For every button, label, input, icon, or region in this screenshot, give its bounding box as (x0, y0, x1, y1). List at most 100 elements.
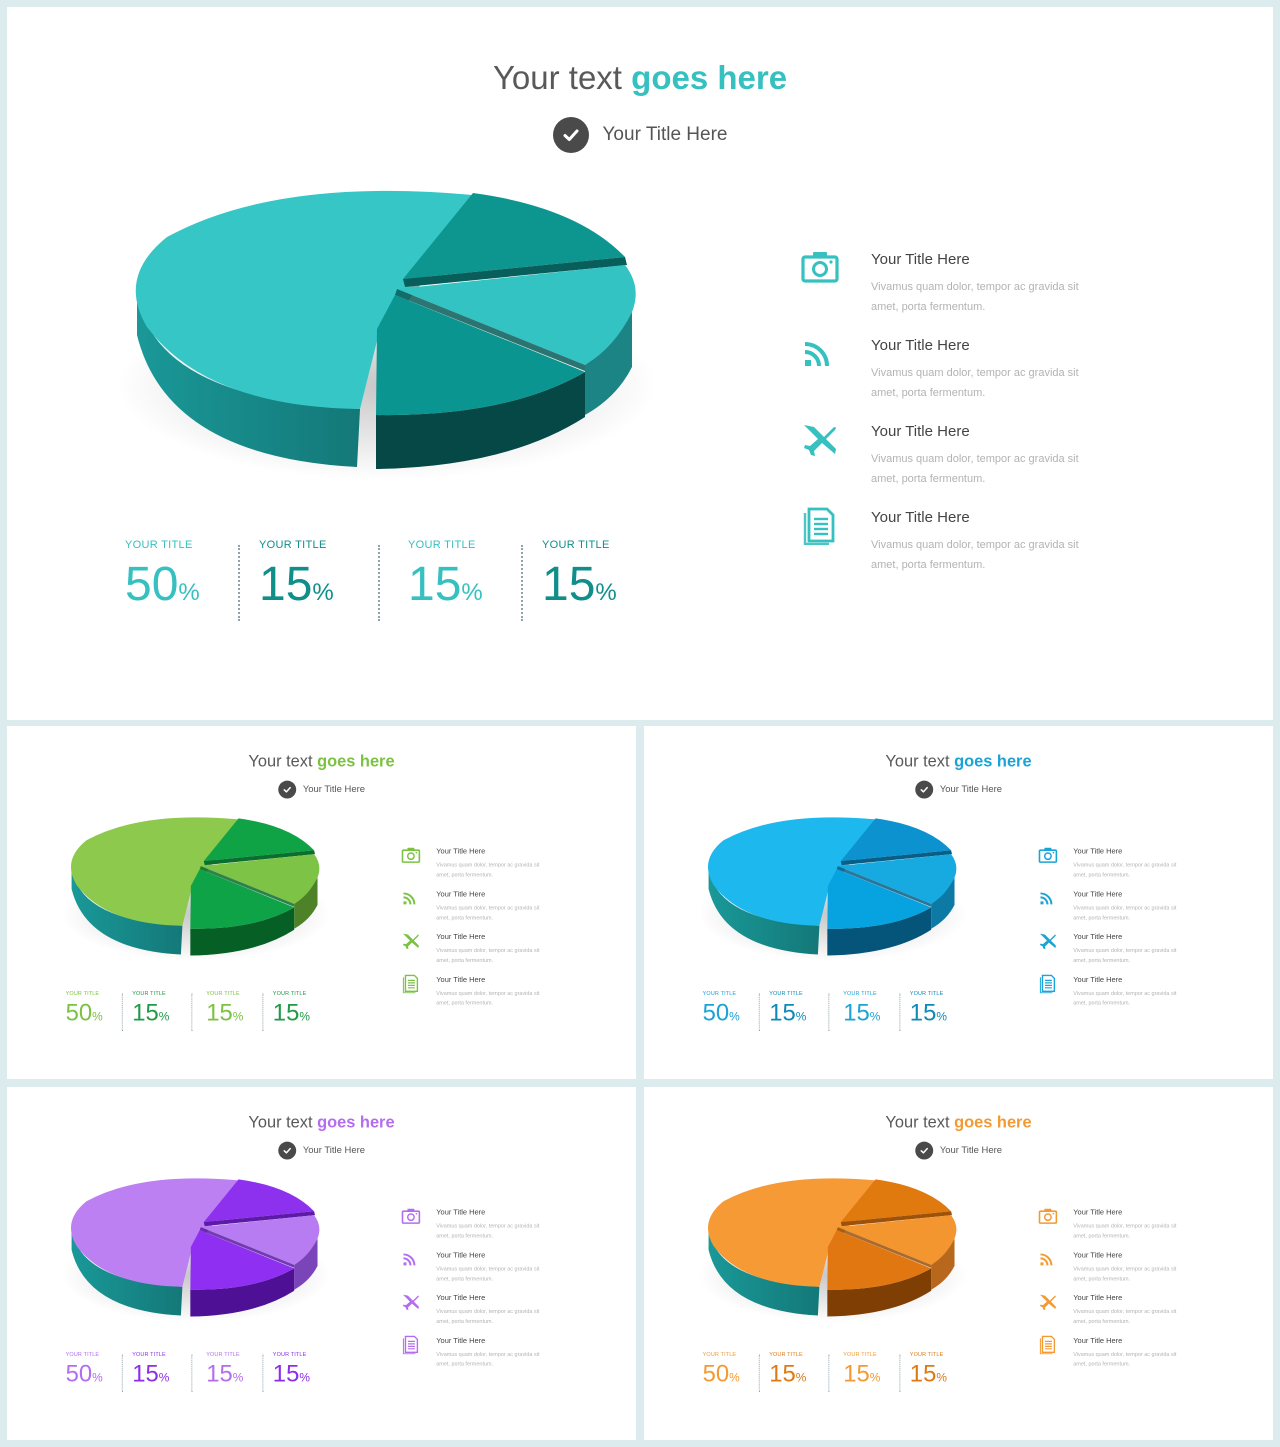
stat-unit: % (869, 1010, 881, 1024)
pie-slice-2-top (837, 854, 957, 904)
stat-divider (262, 993, 264, 1032)
camera-icon (401, 1206, 421, 1226)
stat-number: 15 (259, 558, 313, 611)
title-accent-text: goes here (317, 751, 395, 771)
pie-slice-big-side (708, 1226, 820, 1316)
feature-item: Your Title Here Vivamus quam dolor, temp… (1038, 930, 1187, 970)
stat-unit: % (461, 579, 483, 606)
feature-title: Your Title Here (1073, 847, 1123, 856)
checkmark-icon (278, 1141, 296, 1160)
stat-divider (758, 1354, 760, 1393)
pie-slice-1-top (403, 193, 625, 279)
checkmark-icon (552, 117, 589, 153)
stat-divider (121, 993, 123, 1032)
title-plain-text: Your text (492, 59, 632, 96)
stat-label: YOUR TITLE (206, 990, 240, 997)
stat-label: YOUR TITLE (702, 1351, 737, 1358)
feature-description: Vivamus quam dolor, tempor ac gravida si… (1073, 904, 1177, 921)
stat-label: YOUR TITLE (259, 539, 327, 551)
stat-unit: % (232, 1010, 244, 1024)
pie-slice-3-top (190, 869, 295, 929)
slide-green: Your text goes here Your Title Here YOUR (7, 726, 636, 1079)
stat-item: YOUR TITLE 15% (843, 1351, 880, 1387)
stat-unit: % (178, 579, 200, 606)
feature-item: Your Title Here Vivamus quam dolor, temp… (401, 1291, 550, 1331)
slide-title: Your text goes here (644, 752, 1273, 771)
stat-number: 15 (132, 999, 159, 1027)
feature-item: Your Title Here Vivamus quam dolor, temp… (401, 887, 550, 927)
feature-title: Your Title Here (1073, 889, 1123, 899)
stat-value: 15% (769, 1360, 806, 1387)
feature-item: Your Title Here Vivamus quam dolor, temp… (401, 1205, 550, 1245)
feature-description: Vivamus quam dolor, tempor ac gravida si… (436, 1308, 540, 1325)
slide-main: Your text goes here Your Title Here YOUR (7, 7, 1273, 720)
title-accent-text: goes here (631, 59, 788, 96)
stat-number: 15 (542, 558, 596, 611)
stat-item: YOUR TITLE 15% (273, 990, 310, 1026)
feature-title: Your Title Here (1073, 932, 1123, 942)
stat-label: YOUR TITLE (769, 990, 803, 997)
stat-value: 15% (769, 999, 806, 1026)
feature-description: Vivamus quam dolor, tempor ac gravida si… (871, 453, 1079, 485)
feature-item: Your Title Here Vivamus quam dolor, temp… (1038, 1248, 1187, 1288)
feature-item: Your Title Here Vivamus quam dolor, temp… (1038, 887, 1187, 927)
stat-unit: % (92, 1371, 103, 1385)
stat-unit: % (312, 579, 334, 606)
feature-description: Vivamus quam dolor, tempor ac gravida si… (1073, 862, 1177, 879)
pie-slice-2-side (294, 1238, 318, 1290)
feature-item: Your Title Here Vivamus quam dolor, temp… (401, 930, 550, 970)
title-plain-text: Your text (248, 1112, 318, 1132)
stat-value: 15% (206, 1360, 243, 1387)
stat-number: 50 (65, 1360, 93, 1388)
feature-description: Vivamus quam dolor, tempor ac gravida si… (1073, 1351, 1177, 1368)
subtitle: Your Title Here (302, 784, 365, 795)
feature-title: Your Title Here (871, 423, 970, 440)
stat-item: YOUR TITLE 15% (910, 1351, 947, 1387)
stat-value: 15% (910, 1360, 947, 1387)
camera-icon (800, 247, 840, 287)
rss-icon (1038, 888, 1058, 908)
feature-title: Your Title Here (436, 1208, 486, 1217)
stat-value: 50% (703, 1360, 740, 1387)
stat-divider (828, 993, 830, 1032)
feature-description: Vivamus quam dolor, tempor ac gravida si… (436, 904, 540, 921)
slide-title: Your text goes here (644, 1113, 1273, 1132)
feature-description: Vivamus quam dolor, tempor ac gravida si… (1073, 1223, 1177, 1240)
stat-number: 15 (909, 1360, 937, 1388)
pie-chart-3d (57, 1166, 335, 1330)
stat-unit: % (232, 1371, 244, 1385)
feature-item: Your Title Here Vivamus quam dolor, temp… (1038, 1333, 1187, 1373)
subtitle: Your Title Here (939, 784, 1002, 795)
feature-item: Your Title Here Vivamus quam dolor, temp… (401, 1333, 550, 1373)
stat-unit: % (729, 1010, 740, 1024)
stat-number: 50 (125, 558, 179, 611)
subtitle-row: Your Title Here (644, 1141, 1273, 1160)
stat-label: YOUR TITLE (125, 539, 193, 551)
stat-label: YOUR TITLE (769, 1351, 803, 1358)
stat-number: 15 (206, 999, 233, 1027)
pie-slice-2-side (931, 1238, 955, 1290)
stat-number: 15 (769, 1360, 796, 1388)
pie-slice-3-side (827, 907, 932, 956)
feature-description: Vivamus quam dolor, tempor ac gravida si… (436, 862, 540, 879)
pie-slice-3-side (376, 372, 585, 469)
pie-slice-1-top (203, 1179, 315, 1223)
feature-title: Your Title Here (436, 847, 486, 856)
feature-description: Vivamus quam dolor, tempor ac gravida si… (871, 281, 1079, 313)
pie-slice-big-top (135, 190, 473, 409)
stat-divider (378, 545, 380, 621)
pie-slice-big-side (71, 865, 183, 955)
stat-unit: % (795, 1010, 807, 1024)
title-accent-text: goes here (954, 1112, 1032, 1132)
feature-item: Your Title Here Vivamus quam dolor, temp… (800, 503, 1100, 583)
pie-slice-big-top (70, 817, 239, 926)
pie-chart-3d (107, 167, 667, 497)
rss-icon (1038, 1249, 1058, 1269)
stat-divider (262, 1354, 264, 1393)
feature-title: Your Title Here (1073, 1293, 1123, 1303)
feature-item: Your Title Here Vivamus quam dolor, temp… (800, 245, 1100, 325)
airplane-icon (1038, 931, 1058, 951)
feature-title: Your Title Here (436, 1250, 486, 1260)
pie-slice-1-top (840, 1179, 952, 1223)
feature-item: Your Title Here Vivamus quam dolor, temp… (1038, 844, 1187, 884)
